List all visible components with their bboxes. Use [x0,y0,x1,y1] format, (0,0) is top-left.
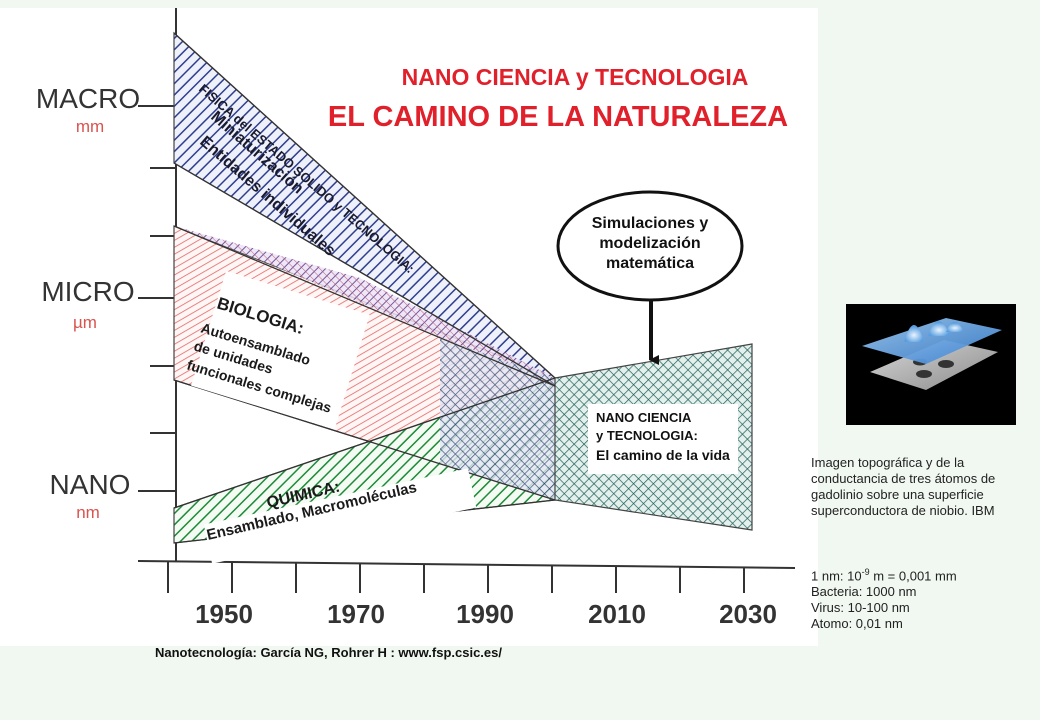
biology-label-patch [191,270,370,430]
year-tick-label: 2010 [588,599,646,629]
nm-exponent: -9 [861,567,870,577]
nano-box-line3: El camino de la vida [596,447,730,463]
conductance-surface [870,340,998,390]
diagram-title-line1: NANO CIENCIA y TECNOLOGIA [402,64,749,90]
macro-unit: mm [76,117,104,136]
convergence-overlap [440,338,555,500]
scale-notes: 1 nm: 10-9 m = 0,001 mm Bacteria: 1000 n… [811,564,1033,632]
nano-unit: nm [76,503,100,522]
year-tick-label: 1970 [327,599,385,629]
nano-label: NANO [50,469,131,500]
year-tick-label: 1990 [456,599,514,629]
gadolinium-atoms-image [846,304,1016,425]
nm-suffix: m = 0,001 mm [869,568,957,584]
bubble-line3: matemática [606,255,694,272]
source-credit: Nanotecnología: García NG, Rohrer H : ww… [155,645,502,660]
nano-box-line2: y TECNOLOGIA: [596,428,698,443]
nano-science-diagram: NANO CIENCIA y TECNOLOGIA EL CAMINO DE L… [0,8,818,646]
micro-label: MICRO [41,276,134,307]
bubble-line2: modelización [599,235,700,252]
chemistry-label-patch [203,468,477,564]
nm-definition: 1 nm: 10-9 m = 0,001 mm [811,564,1033,584]
image-caption-text: Imagen topográfica y de la conductancia … [811,455,996,518]
micro-unit: µm [73,313,97,332]
diagram-title-line2: EL CAMINO DE LA NATURALEZA [328,101,788,133]
topographic-surface [862,318,1002,364]
image-caption: Imagen topográfica y de la conductancia … [811,455,1033,519]
axes [137,8,796,593]
year-tick-label: 2030 [719,599,777,629]
nano-label-patch [588,404,738,474]
nm-prefix: 1 nm: 10 [811,568,862,584]
bacteria-size: Bacteria: 1000 nm [811,584,917,600]
bubble-line1: Simulaciones y [592,215,709,232]
atom-size: Atomo: 0,01 nm [811,616,903,632]
macro-label: MACRO [36,83,140,114]
nano-box-line1: NANO CIENCIA [596,410,692,425]
year-tick-label: 1950 [195,599,253,629]
virus-size: Virus: 10-100 nm [811,600,910,616]
